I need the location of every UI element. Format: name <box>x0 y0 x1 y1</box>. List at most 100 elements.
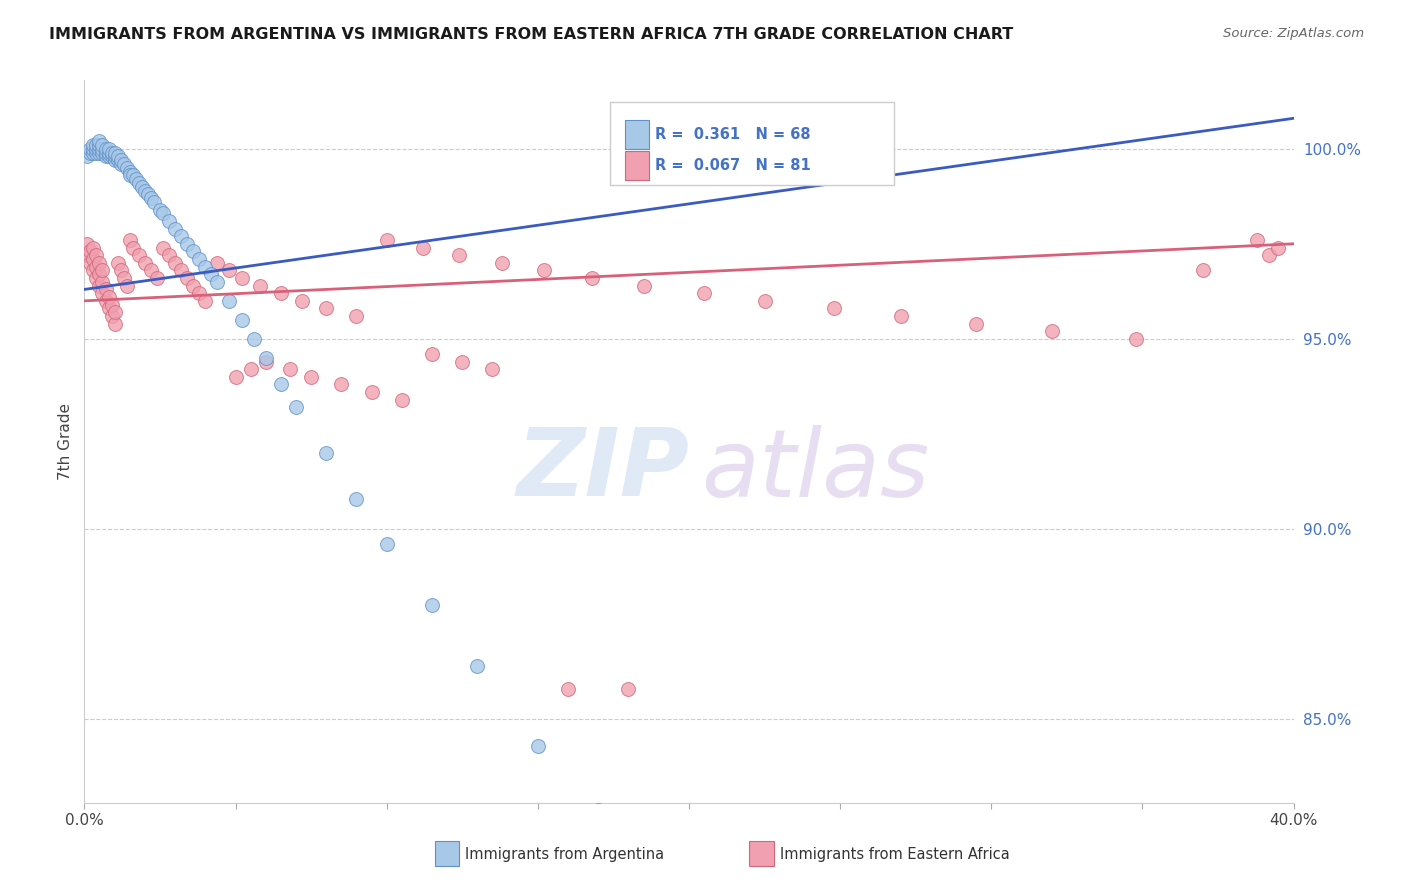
Point <box>165 221 187 235</box>
Point <box>231 271 253 285</box>
Point <box>128 176 150 190</box>
Point <box>86 260 108 274</box>
Point <box>315 446 337 460</box>
Point <box>225 370 247 384</box>
Point <box>94 142 117 156</box>
Point <box>270 377 292 392</box>
Point <box>118 164 141 178</box>
Point <box>110 263 132 277</box>
Point <box>527 739 550 753</box>
Point <box>100 298 122 312</box>
Point <box>142 194 165 209</box>
Point <box>128 248 150 262</box>
Point <box>176 236 198 251</box>
Point <box>121 169 143 183</box>
Point <box>165 256 187 270</box>
FancyBboxPatch shape <box>610 102 894 185</box>
Point <box>375 537 398 551</box>
Point <box>1267 241 1289 255</box>
Point <box>100 149 122 163</box>
Point <box>89 134 111 148</box>
Point <box>231 313 253 327</box>
Point <box>97 145 120 160</box>
Point <box>89 256 111 270</box>
Text: Immigrants from Argentina: Immigrants from Argentina <box>465 847 665 862</box>
Point <box>104 145 127 160</box>
Point <box>107 256 129 270</box>
Point <box>242 332 264 346</box>
Point <box>823 301 845 316</box>
Point <box>754 293 776 308</box>
Point <box>412 241 434 255</box>
Point <box>79 145 101 160</box>
Text: Source: ZipAtlas.com: Source: ZipAtlas.com <box>1223 27 1364 40</box>
Point <box>139 191 162 205</box>
Point <box>254 351 277 365</box>
Y-axis label: 7th Grade: 7th Grade <box>58 403 73 480</box>
Point <box>121 241 143 255</box>
Point <box>104 153 127 168</box>
Point <box>89 142 111 156</box>
Point <box>89 267 111 281</box>
Point <box>218 293 240 308</box>
Point <box>207 275 229 289</box>
Point <box>104 317 127 331</box>
Point <box>1125 332 1147 346</box>
Point <box>181 244 204 259</box>
Point <box>346 491 368 506</box>
Point <box>581 271 603 285</box>
Point <box>285 401 308 415</box>
Point <box>152 241 174 255</box>
Point <box>89 145 111 160</box>
Point <box>86 142 108 156</box>
Point <box>239 362 262 376</box>
Point <box>330 377 353 392</box>
Point <box>346 309 368 323</box>
Text: IMMIGRANTS FROM ARGENTINA VS IMMIGRANTS FROM EASTERN AFRICA 7TH GRADE CORRELATIO: IMMIGRANTS FROM ARGENTINA VS IMMIGRANTS … <box>49 27 1014 42</box>
Point <box>146 271 169 285</box>
Text: R =  0.361   N = 68: R = 0.361 N = 68 <box>655 127 811 142</box>
Point <box>617 681 640 696</box>
Point <box>79 142 101 156</box>
Point <box>149 202 172 217</box>
Point <box>170 263 193 277</box>
Text: atlas: atlas <box>702 425 929 516</box>
Point <box>104 149 127 163</box>
Point <box>97 149 120 163</box>
Point <box>557 681 579 696</box>
Point <box>1192 263 1215 277</box>
Point <box>965 317 987 331</box>
Point <box>157 248 180 262</box>
Point <box>104 305 127 319</box>
Point <box>315 301 337 316</box>
Point <box>181 278 204 293</box>
Point <box>533 263 555 277</box>
Point <box>270 286 292 301</box>
Point <box>94 282 117 296</box>
Point <box>100 145 122 160</box>
Point <box>633 278 655 293</box>
Point <box>890 309 912 323</box>
Point <box>86 271 108 285</box>
Point <box>139 263 162 277</box>
Text: Immigrants from Eastern Africa: Immigrants from Eastern Africa <box>780 847 1010 862</box>
Point <box>97 290 120 304</box>
Point <box>254 354 277 368</box>
Point <box>91 263 114 277</box>
Point <box>115 161 138 175</box>
Point <box>110 153 132 168</box>
Point <box>76 236 98 251</box>
Point <box>82 137 104 152</box>
Point <box>110 157 132 171</box>
Point <box>97 142 120 156</box>
Point <box>134 184 156 198</box>
Point <box>131 179 153 194</box>
Point <box>100 309 122 323</box>
Point <box>94 145 117 160</box>
Point <box>194 260 217 274</box>
Point <box>249 278 271 293</box>
Point <box>125 172 148 186</box>
Point <box>375 233 398 247</box>
Point <box>94 293 117 308</box>
Point <box>449 248 471 262</box>
